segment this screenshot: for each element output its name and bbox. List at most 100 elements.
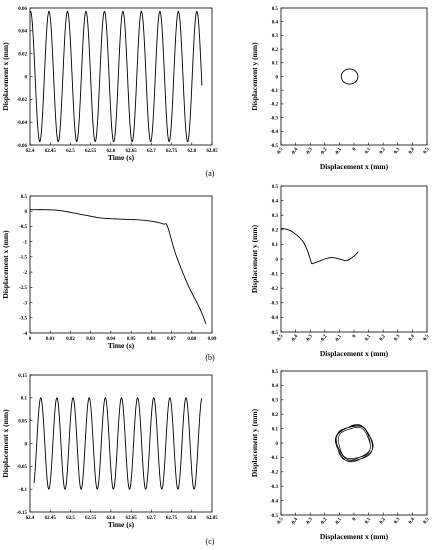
x-tick-label: 62.4 <box>26 149 35 154</box>
x-tick-label: -0.5 <box>276 517 285 527</box>
x-tick-label: 0.1 <box>365 334 373 342</box>
x-tick-label: 0.3 <box>394 517 402 525</box>
x-tick-label: -0.1 <box>334 517 343 527</box>
y-tick-label: 0.06 <box>18 7 27 12</box>
x-tick-label: -0.5 <box>276 147 285 157</box>
x-tick-label: 0.05 <box>127 337 136 342</box>
chart-c-left: 62.4 62.45 62.5 62.55 62.6 62.65 62.7 62.75 62.8… <box>1 374 218 529</box>
y-tick-label: -0.02 <box>17 98 28 103</box>
y-tick-label: -0.2 <box>270 103 278 108</box>
y-tick-label: -0.06 <box>17 144 28 149</box>
x-tick-label: 0.4 <box>408 334 416 342</box>
y-tick-label: -0.1 <box>270 456 278 461</box>
series-line <box>340 68 359 85</box>
series-line <box>335 424 374 463</box>
y-tick-label: -0.5 <box>19 225 27 230</box>
x-tick-label: 62.7 <box>147 516 156 521</box>
y-tick-label: 0.5 <box>272 7 279 12</box>
y-tick-label: -0.4 <box>270 130 278 135</box>
y-tick-label: 0 <box>25 210 28 215</box>
y-tick-label: 0.5 <box>272 185 279 190</box>
x-tick-label: 62.7 <box>147 149 156 154</box>
x-tick-label: 0 <box>352 334 358 339</box>
y-tick-label: -0.1 <box>270 272 278 277</box>
y-tick-label: -0.1 <box>270 89 278 94</box>
y-tick-label: -0.4 <box>270 316 278 321</box>
y-tick-label: -0.3 <box>270 485 278 490</box>
x-tick-label: -0.3 <box>305 147 314 157</box>
x-tick-label: -0.1 <box>334 147 343 157</box>
y-tick-label: -0.5 <box>270 514 278 519</box>
y-tick-label: 0.5 <box>272 370 279 375</box>
x-axis-label: Time (s) <box>108 520 135 529</box>
plot-frame <box>29 374 213 513</box>
x-tick-label: 0.5 <box>423 147 431 155</box>
y-tick-label: -0.3 <box>270 116 278 121</box>
y-tick-label: -0.1 <box>19 488 27 493</box>
y-tick-label: -0.3 <box>270 302 278 307</box>
x-tick-label: 62.65 <box>125 516 137 521</box>
x-tick-label: -0.4 <box>291 147 300 157</box>
x-tick-label: 0.3 <box>394 334 402 342</box>
x-tick-label: 0.01 <box>46 337 55 342</box>
x-tick-label: -0.4 <box>291 334 300 344</box>
chart-b-left: 0 0.01 0.02 0.03 0.04 0.05 0.06 0.07 0.08 0.09 0.5… <box>1 195 217 350</box>
y-tick-label: 0.04 <box>18 30 27 35</box>
x-tick-label: 62.5 <box>66 149 75 154</box>
y-tick-label: 0.4 <box>272 21 279 26</box>
x-tick-label: 0.3 <box>394 147 402 155</box>
y-tick-label: 0.4 <box>272 199 279 204</box>
x-tick-label: 0.5 <box>423 517 431 525</box>
y-tick-label: -2 <box>23 271 28 276</box>
series-line <box>30 209 207 325</box>
plot-frame <box>29 195 213 334</box>
x-tick-label: 62.45 <box>45 516 57 521</box>
x-tick-label: 0.1 <box>365 147 373 155</box>
x-axis-label: Displacement x (mm) <box>320 162 389 171</box>
x-tick-label: 62.75 <box>166 149 178 154</box>
y-axis-label: Displacement x (mm) <box>1 409 10 478</box>
x-tick-label: 62.45 <box>45 149 57 154</box>
x-tick-label: 0.4 <box>408 147 416 155</box>
series-line <box>29 10 203 143</box>
x-axis-label: Time (s) <box>108 153 135 162</box>
x-axis-label: Displacement x (mm) <box>320 349 389 358</box>
x-tick-label: 62.6 <box>107 149 116 154</box>
series-line <box>280 227 359 265</box>
x-tick-label: 0.06 <box>147 337 156 342</box>
y-axis-label: Displacement x (mm) <box>1 42 10 111</box>
y-tick-label: 0.5 <box>21 195 28 200</box>
y-tick-label: 0 <box>276 442 279 447</box>
y-tick-label: 0.4 <box>272 384 279 389</box>
y-tick-label: 0.1 <box>272 427 279 432</box>
y-axis-label: Displacement y (mm) <box>250 224 259 293</box>
x-tick-label: 62.55 <box>85 516 97 521</box>
x-tick-label: 62.4 <box>26 516 35 521</box>
chart-a-left: 62.4 62.45 62.5 62.55 62.6 62.65 62.7 62.75 62.8… <box>1 7 218 162</box>
y-tick-label: 0.2 <box>272 229 279 234</box>
panel-label-b: (b) <box>205 353 215 362</box>
x-tick-label: 62.55 <box>85 149 97 154</box>
x-tick-label: 62.6 <box>107 516 116 521</box>
x-tick-label: 0.08 <box>187 337 196 342</box>
y-axis-label: Displacement y (mm) <box>250 408 259 477</box>
y-tick-label: -0.5 <box>270 331 278 336</box>
panel-label-c: (c) <box>206 537 215 546</box>
x-tick-label: -0.2 <box>320 517 329 527</box>
panel-label-a: (a) <box>206 169 215 178</box>
plot-frame <box>280 185 428 333</box>
x-tick-label: 62.8 <box>187 149 196 154</box>
x-tick-label: -0.1 <box>334 334 343 344</box>
x-tick-label: -0.2 <box>320 334 329 344</box>
chart-c-right: -0.5 -0.4 -0.3 -0.2 -0.1 0 0.1 0.2 0.3 0.4 0.5 0.5 0… <box>250 370 431 541</box>
x-tick-label: 0.09 <box>208 337 217 342</box>
y-tick-label: -0.05 <box>17 465 28 470</box>
x-tick-label: 0.03 <box>86 337 95 342</box>
y-tick-label: 0 <box>276 258 279 263</box>
y-tick-label: 0.02 <box>18 52 27 57</box>
x-tick-label: 62.65 <box>125 149 137 154</box>
x-tick-label: 0.2 <box>379 147 387 155</box>
chart-b-right: -0.5 -0.4 -0.3 -0.2 -0.1 0 0.1 0.2 0.3 0.4 0.5 0.5 0… <box>250 185 431 358</box>
x-axis-label: Time (s) <box>108 341 135 350</box>
